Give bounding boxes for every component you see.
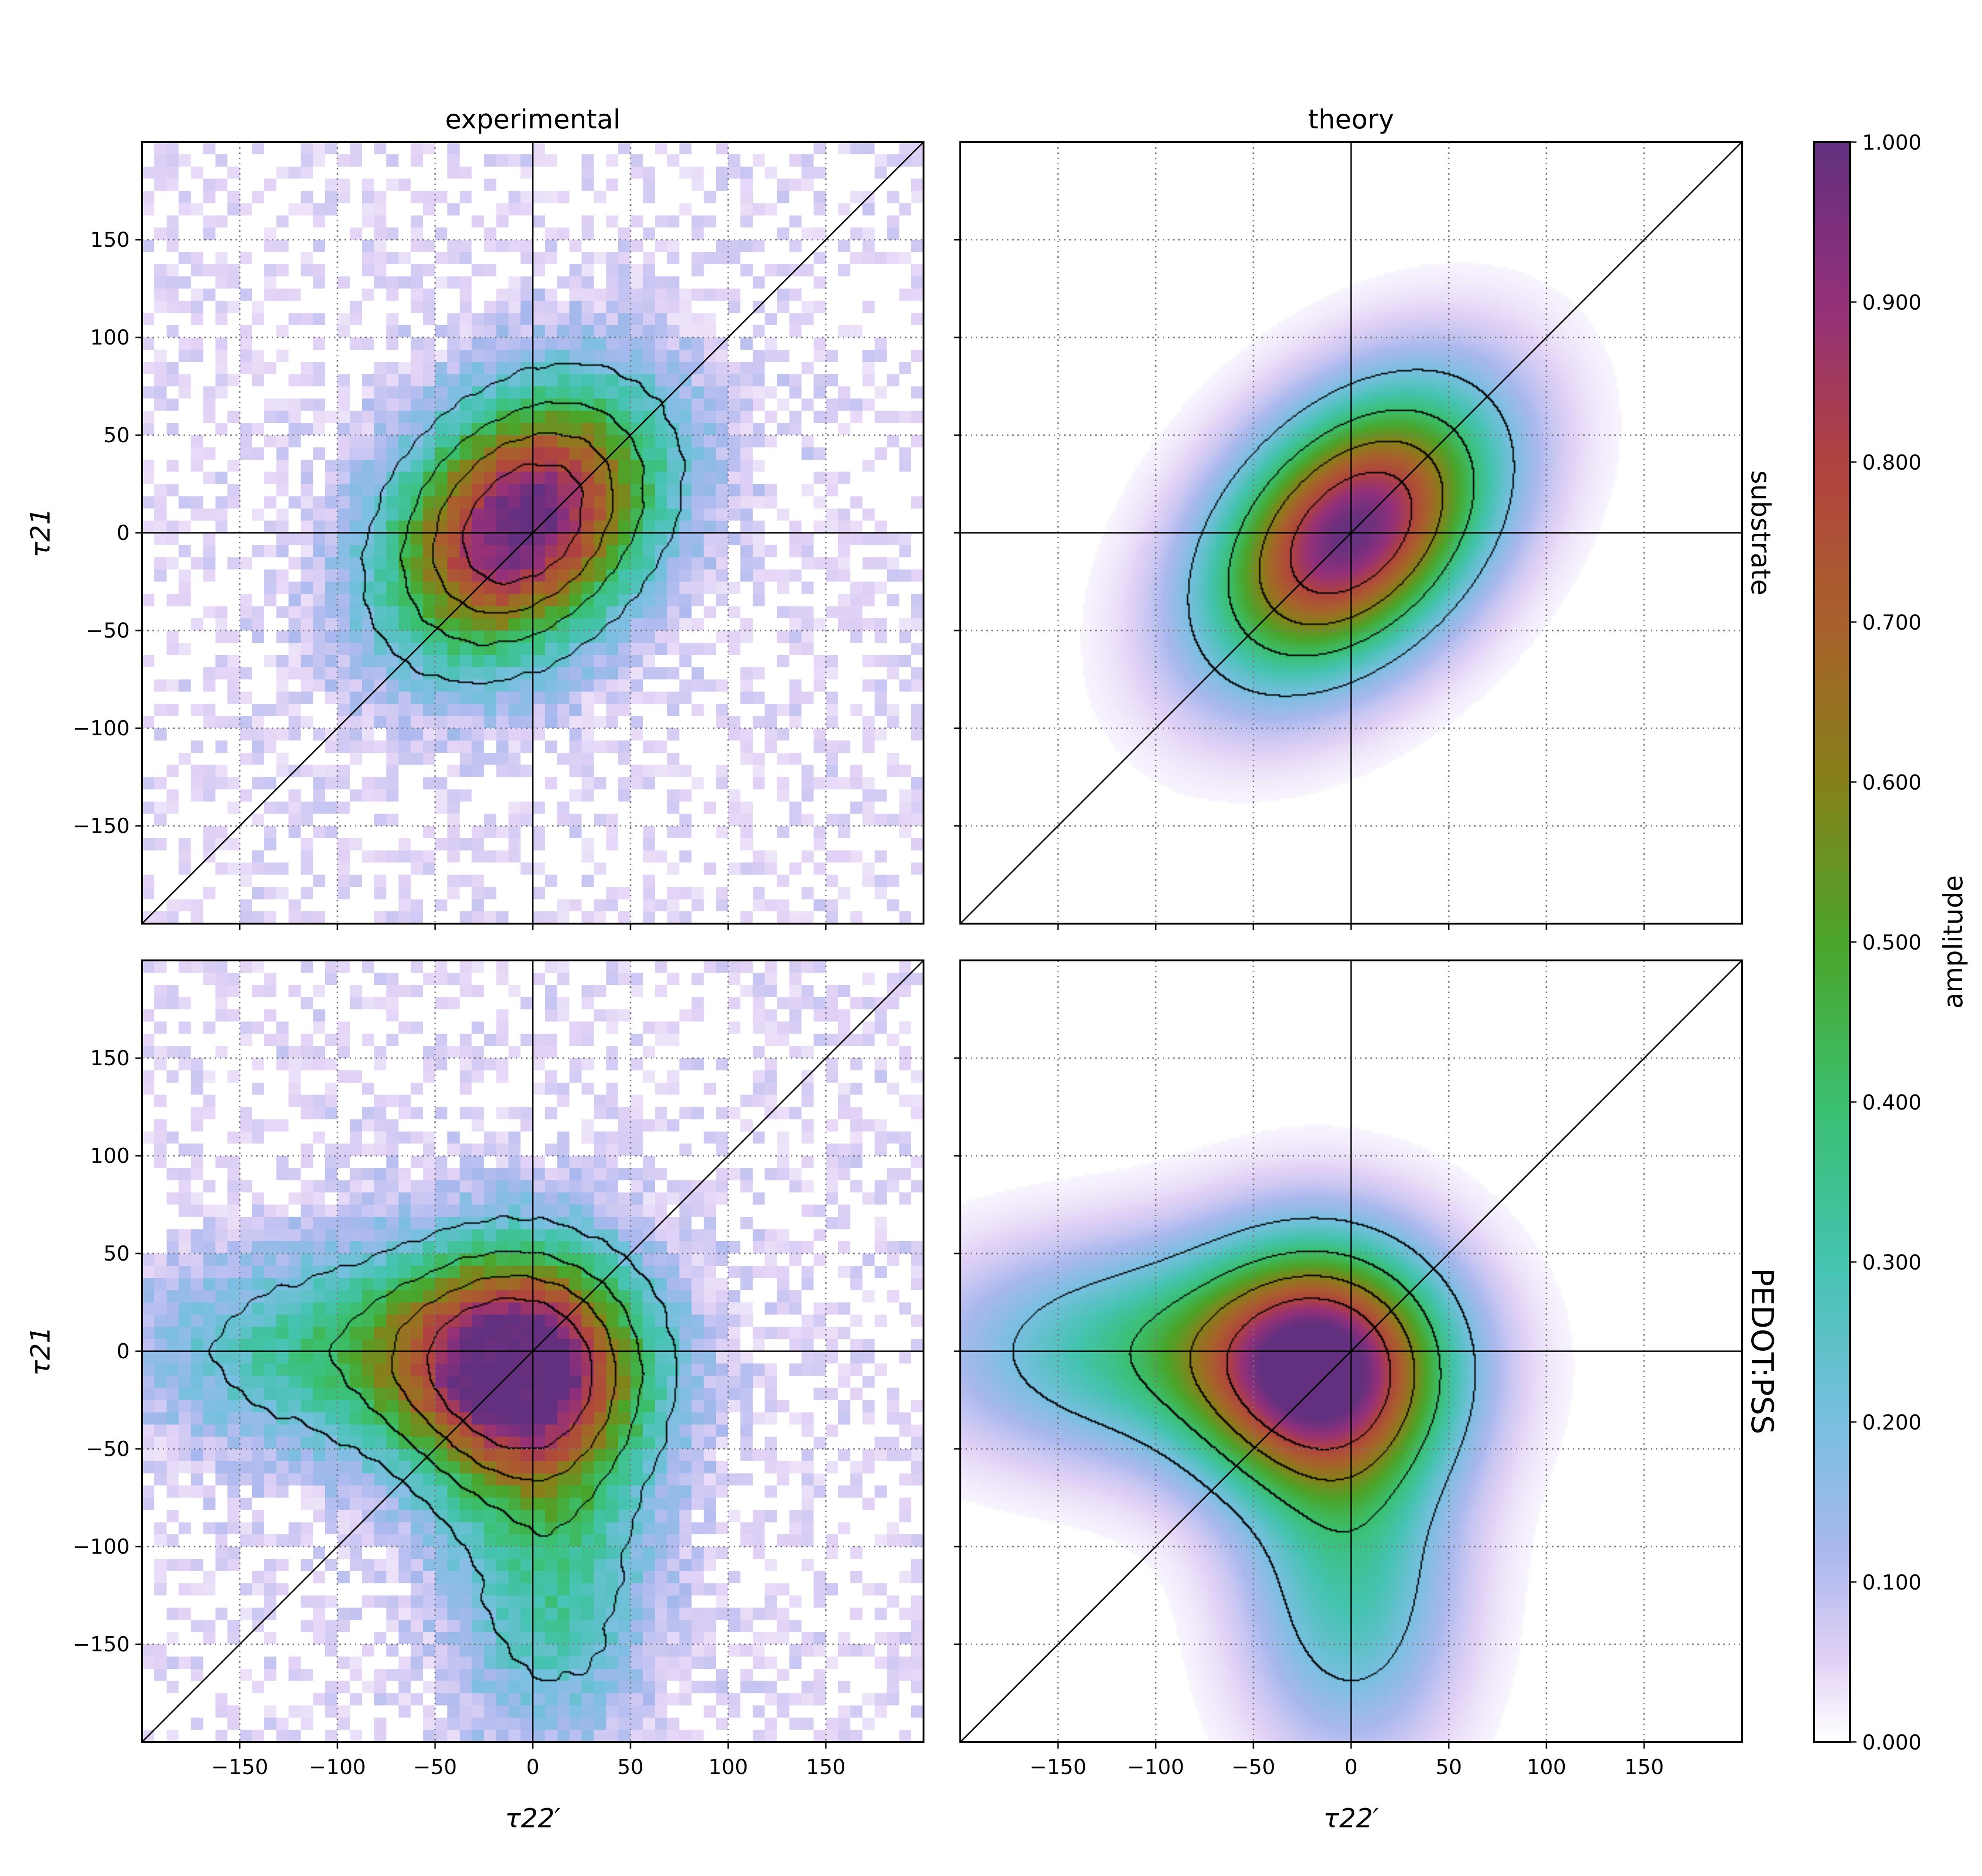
- colorbar-tick-label: 0.700: [1862, 611, 1922, 635]
- x-tick-label: 150: [806, 1755, 846, 1779]
- panel-frame: [141, 141, 924, 925]
- y-tick-label: −150: [73, 814, 130, 838]
- panel-frame: [959, 959, 1743, 1743]
- y-tick-label: 50: [103, 1242, 130, 1266]
- x-tick-label: −150: [1030, 1755, 1087, 1779]
- y-tick-label: 100: [90, 326, 130, 350]
- row-label-substrate: substrate: [1745, 470, 1776, 595]
- y-tick-label: −50: [86, 1437, 130, 1461]
- y-axis-label-top: τ21: [25, 508, 56, 558]
- colorbar-tick-label: 0.600: [1862, 771, 1922, 795]
- x-tick-label: −50: [413, 1755, 457, 1779]
- y-tick-label: 100: [90, 1144, 130, 1168]
- x-tick-label: −100: [309, 1755, 366, 1779]
- colorbar-tick-label: 0.500: [1862, 931, 1922, 955]
- colorbar-frame: [1813, 141, 1851, 1743]
- x-axis-label-left: τ22′: [505, 1803, 561, 1834]
- x-tick-label: 50: [617, 1755, 644, 1779]
- reference-line-diagonal: [959, 141, 1743, 925]
- y-tick-label: −100: [73, 716, 130, 740]
- panel-frame: [141, 959, 924, 1743]
- y-tick-label: 150: [90, 228, 130, 252]
- x-tick-label: 0: [526, 1755, 539, 1779]
- colorbar-gradient: [1814, 142, 1850, 1742]
- colorbar-tick-label: 0.400: [1862, 1091, 1922, 1115]
- x-axis-label-right: τ22′: [1323, 1803, 1379, 1834]
- colorbar-tick-label: 0.000: [1862, 1731, 1922, 1755]
- x-tick-label: 100: [708, 1755, 748, 1779]
- x-tick-label: 150: [1624, 1755, 1664, 1779]
- column-title-theory: theory: [1308, 104, 1394, 135]
- colorbar-tick-label: 1.000: [1862, 131, 1922, 155]
- y-tick-label: 150: [90, 1046, 130, 1070]
- x-tick-label: 100: [1527, 1755, 1566, 1779]
- y-tick-label: 50: [103, 423, 130, 447]
- column-title-experimental: experimental: [445, 104, 621, 135]
- colorbar-tick-label: 0.100: [1862, 1571, 1922, 1595]
- y-tick-label: 0: [117, 1339, 130, 1363]
- x-tick-label: −50: [1232, 1755, 1276, 1779]
- y-tick-label: 0: [117, 521, 130, 545]
- colorbar-tick-label: 0.800: [1862, 451, 1922, 475]
- colorbar-tick-label: 0.200: [1862, 1411, 1922, 1435]
- y-tick-label: −50: [86, 619, 130, 643]
- panel-frame: [959, 141, 1743, 925]
- reference-line-diagonal: [141, 959, 924, 1743]
- x-tick-label: −150: [211, 1755, 269, 1779]
- x-tick-label: −100: [1127, 1755, 1184, 1779]
- colorbar-label: amplitude: [1938, 875, 1969, 1009]
- reference-line-diagonal: [959, 959, 1743, 1743]
- y-tick-label: −150: [73, 1632, 130, 1657]
- x-tick-label: 0: [1344, 1755, 1358, 1779]
- y-axis-label-bottom: τ21: [25, 1327, 56, 1376]
- y-tick-label: −100: [73, 1535, 130, 1559]
- x-tick-label: 50: [1436, 1755, 1462, 1779]
- colorbar-tick-label: 0.300: [1862, 1251, 1922, 1275]
- reference-line-diagonal: [141, 141, 924, 925]
- colorbar-tick-label: 0.900: [1862, 291, 1922, 315]
- row-label-pedot: PEDOT:PSS: [1744, 1268, 1779, 1434]
